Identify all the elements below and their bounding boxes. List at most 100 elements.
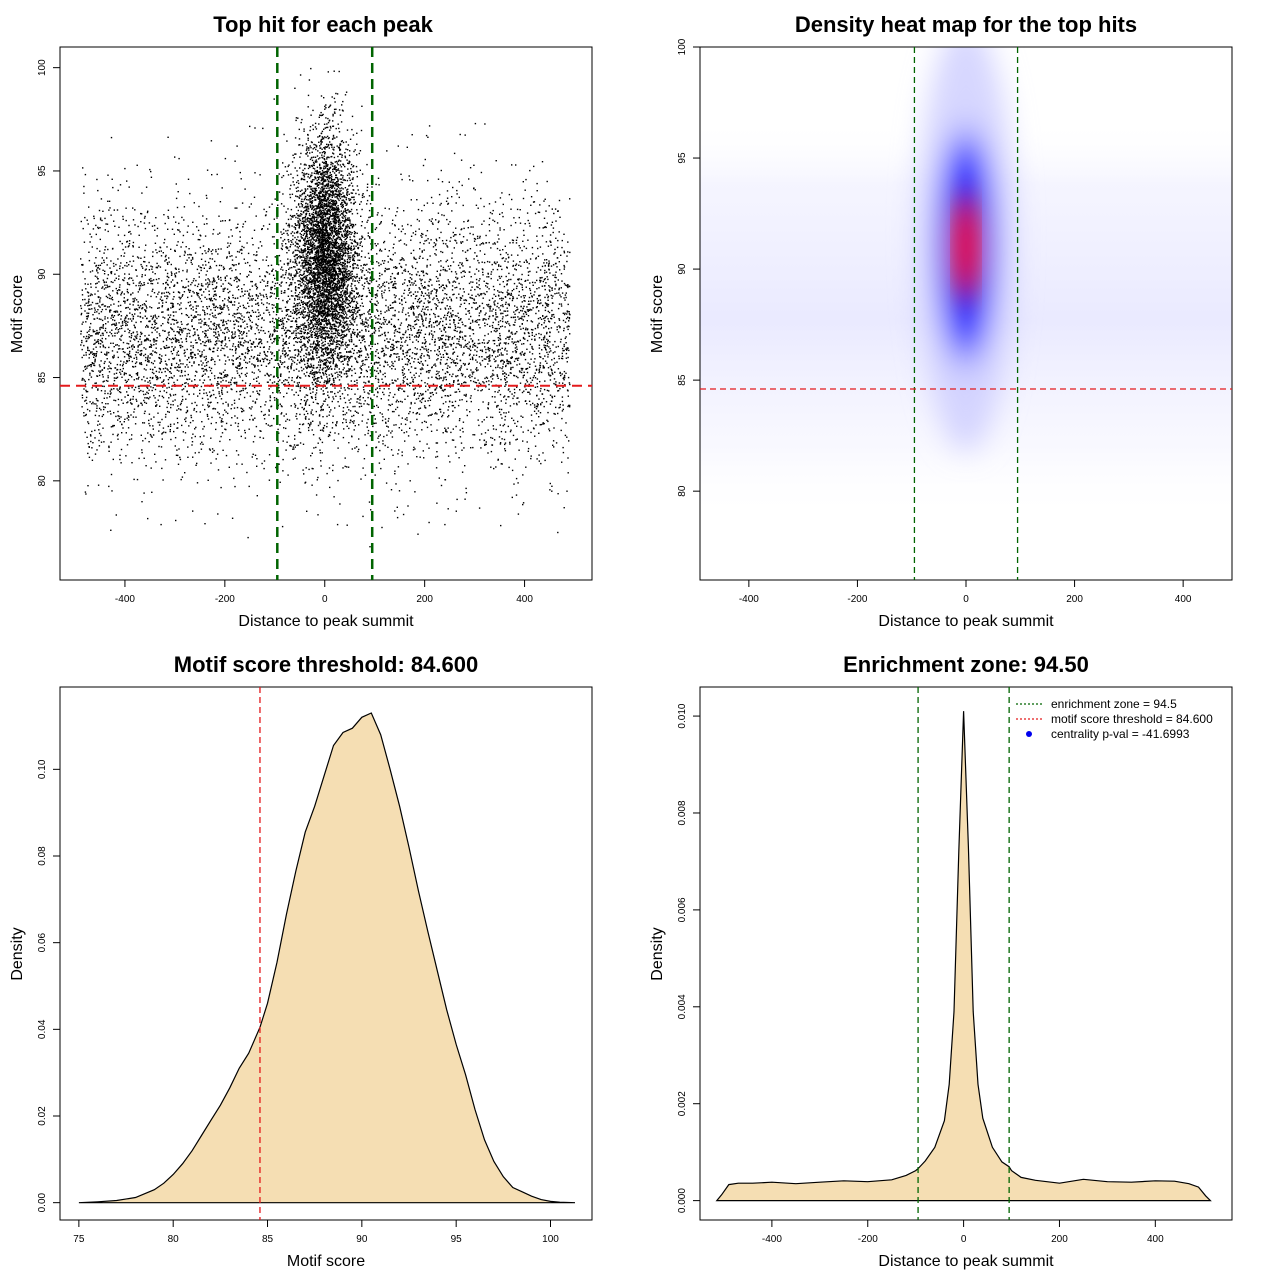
scatter-point: [567, 325, 569, 327]
scatter-point: [237, 285, 240, 287]
scatter-point: [148, 422, 150, 425]
scatter-point: [379, 275, 381, 277]
scatter-point: [201, 253, 204, 255]
scatter-point: [312, 391, 314, 393]
scatter-point: [380, 326, 383, 329]
scatter-point: [329, 257, 332, 259]
scatter-point: [543, 317, 545, 320]
scatter-point: [352, 134, 355, 136]
scatter-point: [299, 271, 301, 273]
scatter-point: [328, 368, 330, 370]
scatter-point: [540, 423, 542, 426]
scatter-point: [354, 149, 356, 151]
scatter-point: [324, 179, 326, 181]
scatter-point: [342, 422, 344, 424]
scatter-point: [320, 111, 322, 114]
scatter-point: [541, 276, 543, 279]
scatter-point: [94, 361, 96, 363]
scatter-point: [559, 326, 561, 328]
scatter-point: [99, 371, 101, 373]
scatter-point: [415, 295, 417, 297]
scatter-point: [510, 254, 513, 256]
scatter-point: [543, 366, 545, 368]
scatter-point: [339, 395, 341, 398]
scatter-point: [323, 400, 325, 402]
scatter-point: [319, 323, 321, 326]
scatter-point: [404, 423, 407, 426]
scatter-point: [329, 174, 331, 176]
scatter-point: [202, 428, 204, 430]
scatter-point: [540, 302, 542, 304]
scatter-point: [319, 249, 321, 251]
scatter-point: [193, 361, 195, 363]
scatter-point: [539, 281, 541, 283]
scatter-point: [98, 312, 100, 315]
scatter-point: [342, 179, 344, 181]
scatter-point: [419, 356, 421, 358]
scatter-point: [85, 321, 87, 323]
scatter-point: [310, 227, 312, 229]
scatter-point: [354, 405, 356, 408]
scatter-point: [508, 411, 510, 413]
scatter-point: [306, 263, 308, 266]
scatter-point: [353, 171, 355, 173]
scatter-point: [438, 347, 440, 349]
scatter-point: [368, 344, 370, 347]
scatter-point: [316, 291, 318, 293]
scatter-point: [259, 292, 261, 295]
scatter-point: [435, 219, 437, 221]
scatter-point: [451, 338, 453, 340]
scatter-point: [370, 343, 372, 345]
scatter-point: [80, 313, 82, 316]
scatter-point: [449, 296, 451, 299]
scatter-point: [410, 239, 412, 241]
scatter-point: [271, 281, 274, 283]
scatter-point: [318, 308, 321, 310]
scatter-point: [145, 309, 147, 312]
scatter-point: [297, 304, 299, 307]
scatter-point: [242, 353, 244, 356]
scatter-point: [331, 185, 333, 187]
scatter-point: [143, 393, 145, 396]
scatter-point: [358, 253, 360, 255]
scatter-point: [352, 316, 354, 318]
scatter-point: [501, 257, 503, 260]
scatter-point: [516, 236, 519, 239]
scatter-point: [329, 270, 332, 272]
scatter-point: [288, 319, 290, 321]
scatter-point: [293, 266, 295, 268]
scatter-point: [556, 246, 559, 249]
scatter-point: [358, 254, 360, 256]
scatter-point: [328, 176, 330, 178]
scatter-point: [324, 185, 327, 187]
scatter-point: [318, 266, 320, 268]
scatter-point: [434, 253, 436, 255]
scatter-point: [552, 373, 554, 375]
scatter-point: [168, 358, 170, 361]
scatter-point: [445, 352, 448, 354]
scatter-point: [299, 291, 301, 294]
scatter-point: [525, 327, 527, 329]
scatter-point: [286, 313, 289, 316]
scatter-point: [89, 308, 91, 310]
scatter-point: [444, 363, 447, 365]
scatter-point: [328, 223, 331, 226]
scatter-point: [241, 202, 244, 204]
scatter-point: [150, 386, 152, 388]
scatter-point: [312, 326, 314, 328]
scatter-point: [538, 460, 540, 462]
scatter-point: [141, 378, 143, 381]
scatter-point: [422, 346, 424, 349]
scatter-point: [427, 302, 430, 304]
scatter-point: [199, 436, 201, 438]
scatter-point: [338, 281, 341, 284]
scatter-point: [332, 358, 334, 360]
scatter-point: [263, 418, 266, 420]
scatter-point: [306, 274, 309, 277]
scatter-point: [368, 209, 371, 212]
scatter-point: [419, 248, 421, 250]
scatter-point: [348, 252, 350, 254]
scatter-point: [523, 332, 526, 334]
scatter-point: [303, 239, 305, 241]
scatter-point: [254, 454, 257, 456]
